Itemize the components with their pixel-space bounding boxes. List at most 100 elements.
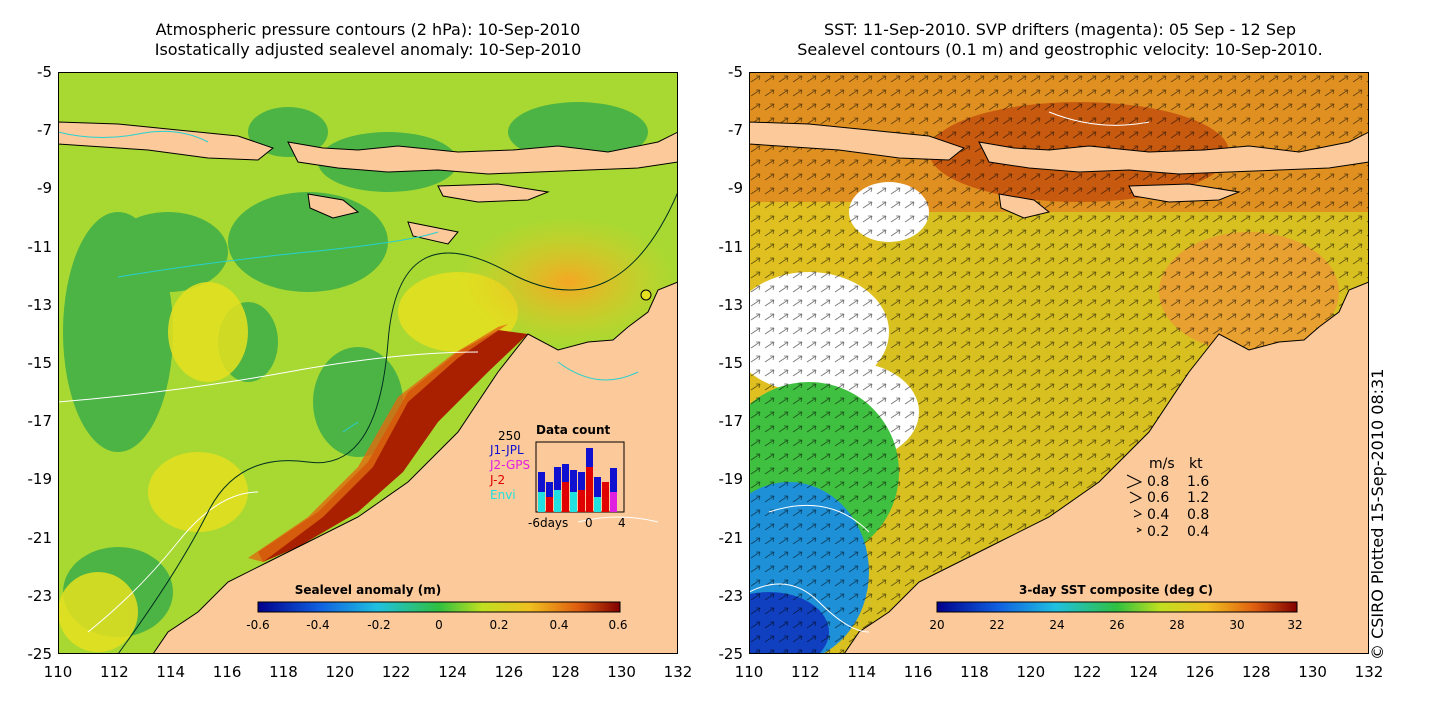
left-lat-tick: -13 (27, 295, 53, 314)
left-lat-tick: -11 (27, 237, 53, 256)
sla-coastal-band (258, 330, 528, 562)
sla-colorbar-tick-4: 0 (435, 618, 443, 632)
sst-colorbar-tick-5: 28 (1169, 618, 1184, 632)
sla-colorbar: Sealevel anomaly (m) -0.6 -0.4 -0.2 0 0.… (246, 583, 627, 632)
right-lon-tick: 110 (734, 663, 764, 681)
left-lat-tick: -5 (37, 63, 52, 81)
left-lon-tick: 118 (269, 663, 298, 681)
data-count-xlabel-1: -6days (528, 516, 568, 530)
right-lat-tick: -15 (718, 354, 744, 372)
sst-colorbar-bar (936, 601, 1298, 613)
sla-colorbar-tick-3: -0.2 (367, 618, 390, 632)
sst-colorbar-tick-4: 26 (1109, 618, 1124, 632)
left-title: Atmospheric pressure contours (2 hPa): 1… (58, 20, 678, 60)
sla-colorbar-tick-2: -0.4 (306, 618, 329, 632)
left-lat-tick: -19 (27, 470, 53, 489)
left-lon-tick: 126 (494, 663, 524, 681)
velocity-legend: m/s kt 0.8 1.6 0.6 1.2 0.4 0.8 0.2 0.4 (1126, 456, 1209, 540)
right-lat-tick: -23 (718, 586, 744, 605)
right-lat-tick: -19 (718, 470, 744, 489)
left-lon-tick: 130 (607, 663, 636, 681)
velocity-legend-arrow-3 (1133, 509, 1143, 518)
left-lat-tick: -21 (27, 528, 53, 547)
data-count-inset: 250 Data count J1-JPL J2-GPS J-2 Envi -6… (489, 423, 626, 530)
australia-land-sst (843, 281, 1369, 654)
velocity-legend-arrow-1 (1126, 474, 1143, 489)
data-count-title: Data count (536, 423, 611, 437)
right-lon-tick: 122 (1072, 663, 1102, 681)
left-map-frame (58, 72, 678, 654)
velocity-legend-arrow-2 (1129, 491, 1143, 504)
left-lat-tick: -25 (27, 645, 53, 663)
left-lon-tick: 122 (381, 663, 411, 681)
velocity-legend-arrow-4 (1136, 527, 1143, 533)
shelf-contour (117, 191, 678, 654)
sst-colorbar: 3-day SST composite (deg C) 20 22 24 26 … (929, 583, 1302, 632)
sla-colorbar-tick-5: 0.2 (489, 618, 508, 632)
data-count-series-1: J1-JPL (489, 443, 524, 457)
velocity-legend-ms-4: 0.2 (1147, 524, 1169, 540)
sla-colorbar-title: Sealevel anomaly (m) (295, 583, 441, 597)
australia-land (152, 281, 678, 654)
sla-marker-yellow (640, 289, 652, 301)
left-lon-tick: 124 (438, 663, 467, 681)
velocity-legend-kt-3: 0.8 (1187, 507, 1209, 523)
cyan-contours (58, 130, 639, 433)
sla-coastal-fringe (248, 324, 508, 562)
sst-colorbar-tick-2: 22 (989, 618, 1004, 632)
right-title-line1: SST: 11-Sep-2010. SVP drifters (magenta)… (824, 20, 1296, 39)
sla-yellow-patches (58, 272, 518, 652)
left-lon-tick: 112 (100, 663, 129, 681)
left-lon-tick: 120 (325, 663, 355, 681)
sst-colorbar-tick-7: 32 (1287, 618, 1302, 632)
sla-colorbar-bar (257, 601, 621, 613)
right-lat-tick: -9 (728, 179, 743, 198)
credit-text: © CSIRO Plotted 15-Sep-2010 08:31 (1368, 368, 1387, 660)
data-count-series-2: J2-GPS (489, 458, 530, 472)
right-lon-tick: 126 (1185, 663, 1215, 681)
sst-colorbar-tick-1: 20 (929, 618, 944, 632)
velocity-legend-ms-1: 0.8 (1147, 474, 1169, 490)
velocity-legend-kt-2: 1.2 (1187, 490, 1209, 506)
data-count-xlabel-2: 0 (585, 516, 593, 530)
left-lat-tick: -23 (27, 586, 53, 605)
right-lat-tick: -21 (718, 528, 744, 547)
sst-colorbar-tick-6: 30 (1229, 618, 1244, 632)
right-lon-tick: 114 (847, 663, 877, 681)
right-lon-tick: 130 (1298, 663, 1327, 681)
right-title-line2: Sealevel contours (0.1 m) and geostrophi… (797, 40, 1323, 59)
velocity-legend-ms-2: 0.6 (1147, 490, 1169, 506)
sla-colorbar-tick-6: 0.4 (549, 618, 568, 632)
velocity-legend-ms-3: 0.4 (1147, 507, 1169, 523)
sealevel-contours (749, 111, 1150, 633)
indonesia-islands-sst (749, 121, 1369, 219)
right-lon-tick: 128 (1241, 663, 1271, 681)
left-lon-tick: 116 (212, 663, 242, 681)
right-title: SST: 11-Sep-2010. SVP drifters (magenta)… (740, 20, 1380, 60)
right-lat-tick: -13 (718, 295, 744, 314)
velocity-legend-header-kt: kt (1189, 456, 1203, 472)
velocity-legend-kt-4: 0.4 (1187, 524, 1209, 540)
right-lat-tick: -25 (718, 645, 744, 663)
data-count-series-3: J-2 (489, 473, 505, 487)
right-map[interactable]: m/s kt 0.8 1.6 0.6 1.2 0.4 0.8 0.2 0.4 3… (749, 72, 1369, 654)
sla-colorbar-tick-7: 0.6 (608, 618, 627, 632)
velocity-legend-kt-1: 1.6 (1187, 474, 1209, 490)
left-lat-tick: -15 (27, 354, 53, 372)
indonesia-islands (58, 121, 678, 245)
data-count-bars (538, 448, 617, 512)
right-lon-tick: 116 (903, 663, 933, 681)
right-lon-tick: 132 (1354, 663, 1384, 681)
right-lon-tick: 118 (960, 663, 989, 681)
right-lon-tick: 112 (791, 663, 820, 681)
left-lat-tick: -7 (37, 121, 52, 140)
data-count-ymax: 250 (498, 429, 521, 443)
data-count-xlabel-3: 4 (618, 516, 626, 530)
sst-colorbar-tick-3: 24 (1049, 618, 1064, 632)
right-lat-tick: -17 (718, 412, 744, 431)
left-map[interactable]: 250 Data count J1-JPL J2-GPS J-2 Envi -6… (58, 72, 678, 654)
sst-colorbar-title: 3-day SST composite (deg C) (1019, 583, 1213, 597)
left-lon-tick: 114 (156, 663, 186, 681)
right-lat-tick: -7 (728, 121, 743, 140)
velocity-legend-header-ms: m/s (1149, 456, 1175, 472)
